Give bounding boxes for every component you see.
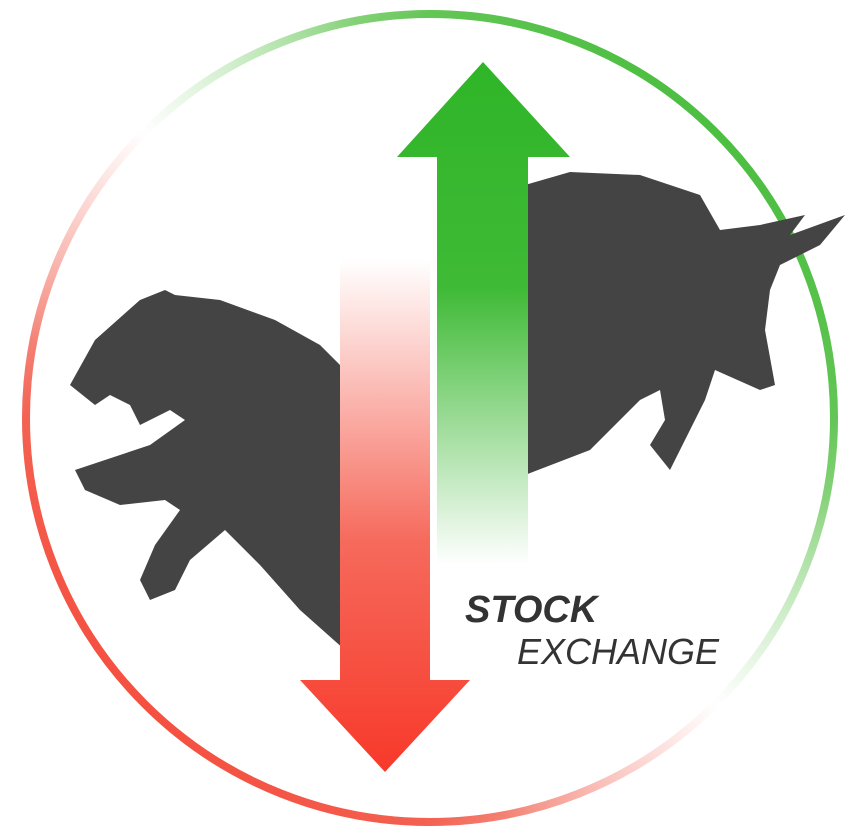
bull: [525, 172, 845, 475]
bear: [70, 290, 345, 650]
title-line2: EXCHANGE: [517, 631, 720, 672]
logo: STOCK EXCHANGE: [0, 0, 851, 830]
title-line1: STOCK: [465, 589, 600, 631]
